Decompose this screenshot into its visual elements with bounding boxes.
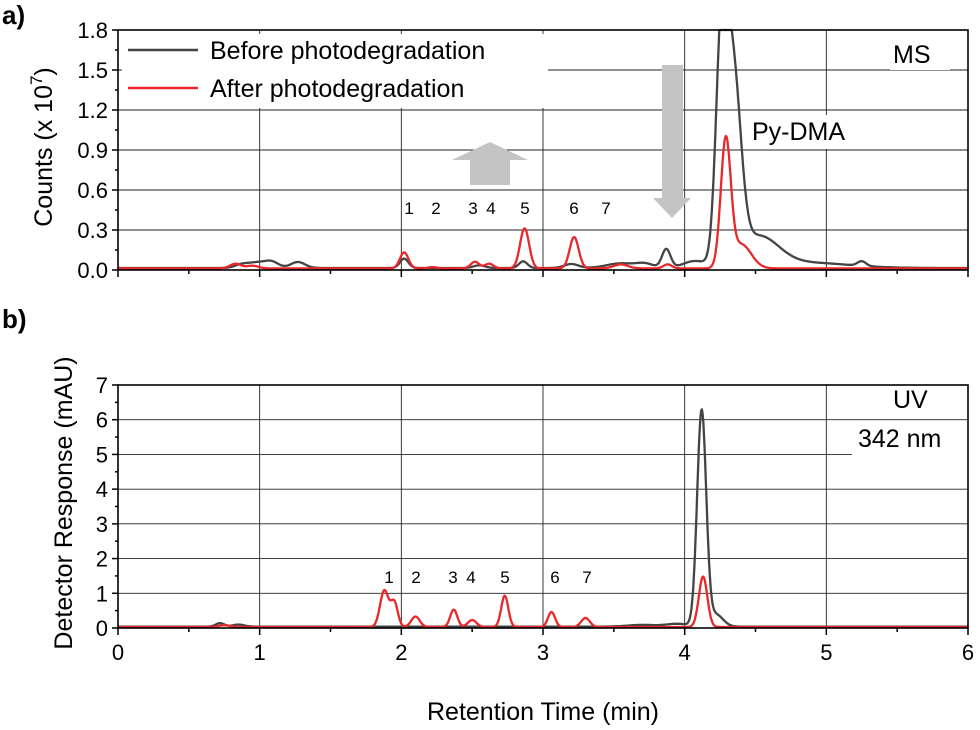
panel-b-y-tick-label: 1 [96,581,108,606]
panel-b-peak-label-7: 7 [582,568,591,587]
panel-a-y-tick-label: 1.2 [77,98,108,123]
panel-b-ticks [112,384,969,635]
panel-a-peak-label-3: 3 [468,199,477,218]
panel-b-label: b) [2,304,27,334]
panel-b-frame [117,384,969,629]
legend-after-label: After photodegradation [210,75,464,103]
panel-b-x-tick-label: 1 [254,640,266,665]
panel-b-x-tick-label: 3 [537,640,549,665]
panel-b-y-tick-label: 4 [96,477,108,502]
panel-a-y-tick-label: 1.5 [77,58,108,83]
panel-b-y-tick-label: 5 [96,442,108,467]
panel-b-peak-label-4: 4 [466,568,475,587]
panel-a-frame [117,29,969,271]
panel-a-series [117,28,969,270]
wavelength-label-background [852,422,968,456]
panel-b-x-tick-label: 6 [962,640,974,665]
panel-a-peak-labels: 1 2 3 4 5 6 7 [404,199,610,218]
panel-b-uv: b) Detector Response (mAU) Retention Tim… [2,304,974,726]
panel-a-ylabel-close: ) [30,67,58,75]
panel-b-y-tick-label: 6 [96,408,108,433]
panel-b-peak-label-3: 3 [448,568,457,587]
panel-b-y-axis-title: Detector Response (mAU) [50,356,78,649]
panel-a-peak-label-2: 2 [431,199,440,218]
py-dma-label-background [748,115,870,149]
panel-b-y-tick-label: 2 [96,547,108,572]
panel-b-x-tick-label: 5 [820,640,832,665]
panel-a-peak-label-1: 1 [404,199,413,218]
panel-b-y-tick-label: 3 [96,512,108,537]
panel-a-after-series-line [117,134,969,270]
panel-b-x-tick-label: 0 [112,640,124,665]
decrease-arrow-icon [653,65,691,218]
panel-a-peak-label-4: 4 [486,199,495,218]
uv-annotation: UV [893,386,928,414]
panel-a-ms: a) Counts (x 107) 0.00.30.60.91.21.51.8 … [2,0,969,283]
panel-b-y-tick-labels: 0 1 2 3 4 5 6 7 [96,373,108,641]
panel-a-y-axis-title: Counts (x 107) [27,67,58,227]
panel-a-ylabel-main: Counts (x 10 [30,85,58,227]
panel-b-series [117,408,969,629]
panel-a-y-tick-labels: 0.0 0.3 0.6 0.9 1.2 1.5 1.8 [77,18,108,283]
panel-b-x-tick-labels: 0 1 2 3 4 5 6 [112,640,974,665]
panel-b-peak-label-1: 1 [384,568,393,587]
panel-a-y-tick-label: 0.3 [77,218,108,243]
panel-b-peak-labels: 1 2 3 4 5 6 7 [384,568,591,587]
panel-a-peak-label-6: 6 [569,199,578,218]
panel-a-ylabel-exp: 7 [27,76,46,85]
panel-b-x-tick-label: 2 [395,640,407,665]
x-axis-title: Retention Time (min) [427,698,659,726]
uv-label-background [885,385,945,415]
ms-label-background [890,40,950,70]
wavelength-annotation: 342 nm [858,425,941,453]
panel-a-peak-label-7: 7 [601,199,610,218]
py-dma-annotation: Py-DMA [752,118,845,146]
panel-a-label: a) [2,0,25,30]
legend: Before photodegradation After photodegra… [122,34,548,108]
panel-b-after-series-line [117,575,969,629]
panel-b-gridlines [118,385,968,628]
panel-a-y-tick-label: 0.6 [77,178,108,203]
panel-a-y-tick-label: 0.9 [77,138,108,163]
panel-b-peak-label-5: 5 [500,568,509,587]
panel-a-peak-label-5: 5 [520,199,529,218]
panel-b-y-tick-label: 7 [96,373,108,398]
panel-b-peak-label-6: 6 [550,568,559,587]
increase-arrow-icon [452,142,528,185]
panel-b-x-tick-label: 4 [679,640,691,665]
panel-a-y-tick-label: 0.0 [77,258,108,283]
panel-a-y-tick-label: 1.8 [77,18,108,43]
panel-b-y-tick-label: 0 [96,616,108,641]
legend-background [122,34,548,108]
ms-annotation: MS [893,41,931,69]
legend-before-label: Before photodegradation [210,37,485,65]
panel-b-peak-label-2: 2 [411,568,420,587]
